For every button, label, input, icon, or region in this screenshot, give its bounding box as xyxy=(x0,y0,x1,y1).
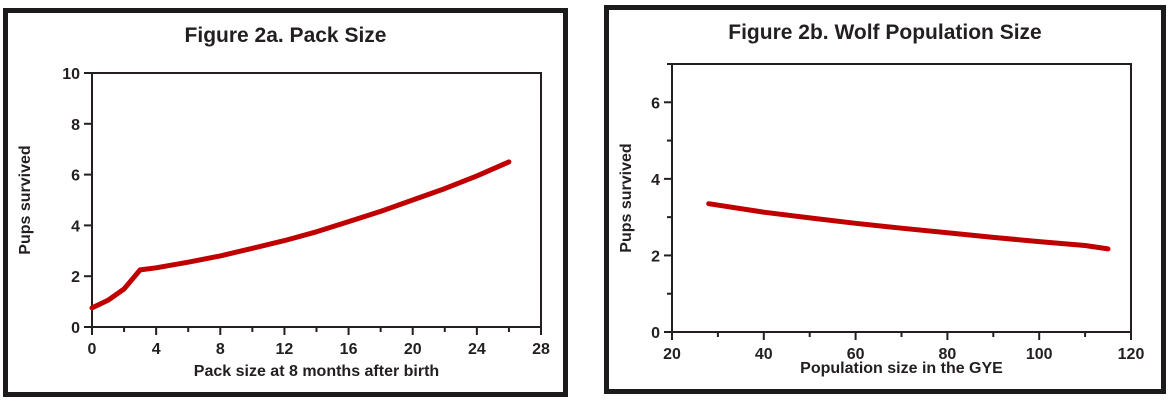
x-tick-label: 12 xyxy=(276,341,294,358)
figure-2a-panel: Figure 2a. Pack Size 0 4 8 12 16 20 24 28 0 2 4 6 8 1… xyxy=(3,8,568,397)
x-axis-label: Population size in the GYE xyxy=(800,360,1003,377)
y-tick-label: 6 xyxy=(71,168,80,185)
figure-2b-chart: 20 40 60 80 100 120 0 2 4 6 Population size in the… xyxy=(618,63,1145,377)
x-tick-label: 100 xyxy=(1026,346,1053,363)
y-tick-label: 4 xyxy=(651,172,660,189)
x-tick-label: 28 xyxy=(532,341,550,358)
x-tick-label: 24 xyxy=(468,341,486,358)
x-tick-label: 16 xyxy=(340,341,358,358)
y-axis-label: Pups survived xyxy=(17,145,34,254)
y-axis-label: Pups survived xyxy=(618,143,635,252)
y-tick-label: 6 xyxy=(651,95,660,112)
y-tick-label: 8 xyxy=(71,117,80,134)
x-tick-label: 20 xyxy=(663,346,681,363)
x-tick-label: 8 xyxy=(216,341,225,358)
plot-box xyxy=(91,72,542,328)
y-tick-label: 2 xyxy=(71,269,80,286)
x-tick-label: 0 xyxy=(88,341,97,358)
y-tick-label: 0 xyxy=(71,320,80,337)
figure-2b-panel: Figure 2b. Wolf Population Size 20 40 60 80… xyxy=(604,5,1166,394)
y-tick-label: 0 xyxy=(651,325,660,342)
figure-2a-title: Figure 2a. Pack Size xyxy=(184,24,387,47)
y-tick-label: 4 xyxy=(71,218,80,235)
x-axis-label: Pack size at 8 months after birth xyxy=(194,363,439,380)
y-tick-label: 2 xyxy=(651,248,660,265)
x-tick-label: 40 xyxy=(755,346,773,363)
y-tick-label: 10 xyxy=(62,66,80,83)
x-tick-label: 20 xyxy=(404,341,422,358)
x-tick-label: 80 xyxy=(939,346,957,363)
series-line-pups-survived-vs-pack-size xyxy=(89,159,512,311)
figure-2b-title: Figure 2b. Wolf Population Size xyxy=(728,21,1042,44)
plot-box xyxy=(671,63,1132,333)
x-tick-label: 120 xyxy=(1118,346,1145,363)
x-tick-label: 4 xyxy=(152,341,161,358)
x-tick-label: 60 xyxy=(847,346,865,363)
series-line-pups-survived-vs-population-size xyxy=(706,201,1111,252)
